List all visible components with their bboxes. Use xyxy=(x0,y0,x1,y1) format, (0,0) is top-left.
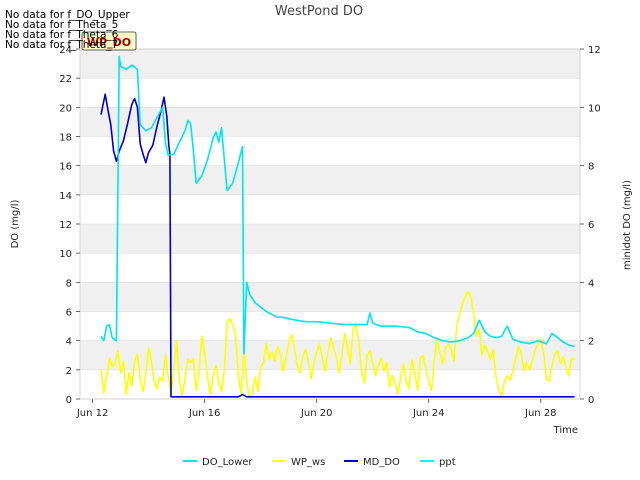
no-data-message: No data for f_DO_Upper xyxy=(5,9,130,21)
grid-band xyxy=(80,165,580,195)
y-tick-label: 2 xyxy=(66,366,72,377)
x-axis: Jun 12 Jun 16 Jun 20 Jun 24 Jun 28 xyxy=(76,399,557,419)
y-tick-label: 6 xyxy=(66,308,72,319)
y2-tick-label: 10 xyxy=(588,103,601,114)
y-tick-label: 4 xyxy=(66,337,72,348)
y-tick-label: 0 xyxy=(66,395,72,406)
y-tick-label: 22 xyxy=(59,74,72,85)
no-data-message: No data for f_Theta_5 xyxy=(5,19,119,31)
y-tick-label: 8 xyxy=(66,278,72,289)
series-layer xyxy=(100,55,575,399)
y-tick-label: 24 xyxy=(59,45,72,56)
y2-tick-label: 8 xyxy=(588,162,594,173)
y2-tick-label: 12 xyxy=(588,45,601,56)
y2-tick-label: 0 xyxy=(588,395,594,406)
y-axis-right: 0 2 4 6 8 10 12 xyxy=(580,45,601,406)
y2-tick-label: 2 xyxy=(588,337,594,348)
no-data-message: No data for f_Theta_7 xyxy=(5,39,119,51)
legend-label: MD_DO xyxy=(363,457,400,468)
y-tick-label: 14 xyxy=(59,191,72,202)
no-data-message: No data for f_Theta_6 xyxy=(5,29,119,41)
legend: DO_Lower WP_ws MD_DO ppt xyxy=(183,457,456,468)
badge: WP_DO xyxy=(81,31,137,51)
x-tick-label: Jun 20 xyxy=(300,408,333,419)
legend-label: DO_Lower xyxy=(202,457,253,468)
series-line-do-lower xyxy=(100,55,575,355)
y-axis-label: DO (mg/l) xyxy=(10,200,21,249)
y-tick-label: 10 xyxy=(59,249,72,260)
badge-label: WP_DO xyxy=(87,36,131,49)
x-axis-label: Time xyxy=(553,425,578,436)
y-tick-label: 16 xyxy=(59,162,72,173)
legend-label: ppt xyxy=(439,457,456,468)
y2-axis-label: minidot DO (mg/l) xyxy=(622,180,633,270)
legend-label: WP_ws xyxy=(291,457,325,468)
x-tick-label: Jun 12 xyxy=(76,408,109,419)
series-line-md-do xyxy=(100,93,575,398)
series-line-wp-ws xyxy=(100,290,575,399)
y2-tick-label: 4 xyxy=(588,278,594,289)
grid-band xyxy=(80,282,580,312)
y-tick-label: 18 xyxy=(59,133,72,144)
y-tick-label: 20 xyxy=(59,103,72,114)
grid-band xyxy=(80,224,580,254)
chart-title: WestPond DO xyxy=(275,4,363,19)
y-tick-label: 12 xyxy=(59,220,72,231)
grid-bands xyxy=(80,49,580,370)
x-tick-label: Jun 28 xyxy=(524,408,557,419)
x-tick-label: Jun 16 xyxy=(188,408,221,419)
grid-band xyxy=(80,49,580,79)
y2-tick-label: 6 xyxy=(588,220,594,231)
x-tick-label: Jun 24 xyxy=(412,408,445,419)
